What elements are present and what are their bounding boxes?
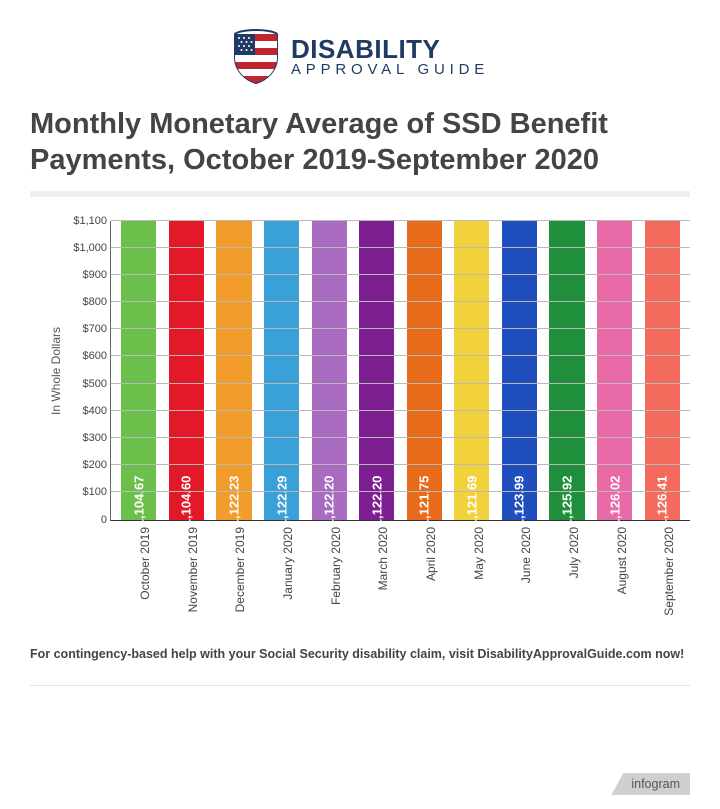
y-tick-label: $700 <box>63 323 107 335</box>
bar-slot: $1,121.75 <box>400 221 448 520</box>
bar-value-label: $1,121.69 <box>464 475 479 533</box>
bar-chart: In Whole Dollars $1,104.67$1,104.60$1,12… <box>60 221 690 521</box>
bars-container: $1,104.67 $1,104.60 $1,122.23 $1,122.29 $1,1… <box>111 221 690 520</box>
x-tick-label: February 2020 <box>305 527 353 637</box>
shield-flag-icon <box>231 28 281 84</box>
bar-value-label: $1,122.23 <box>226 475 241 533</box>
gridline <box>111 274 690 275</box>
gridline <box>111 301 690 302</box>
bar-value-label: $1,121.75 <box>417 475 432 533</box>
bar-slot: $1,122.20 <box>305 221 353 520</box>
title-rule <box>30 191 690 197</box>
bar-slot: $1,126.02 <box>591 221 639 520</box>
y-tick-label: $300 <box>63 432 107 444</box>
bar-value-label: $1,126.02 <box>607 475 622 533</box>
bar-value-label: $1,123.99 <box>512 475 527 533</box>
badge-text: infogram <box>631 777 680 791</box>
gridline <box>111 247 690 248</box>
x-tick-label: January 2020 <box>257 527 305 637</box>
bar-slot: $1,122.23 <box>210 221 258 520</box>
gridline <box>111 410 690 411</box>
x-tick-label: November 2019 <box>162 527 210 637</box>
x-axis-labels: October 2019November 2019December 2019Ja… <box>110 527 690 637</box>
bar-value-label: $1,122.29 <box>274 475 289 533</box>
bar-value-label: $1,122.20 <box>322 475 337 533</box>
gridline <box>111 355 690 356</box>
y-tick-label: $900 <box>63 269 107 281</box>
bar: $1,126.02 <box>597 221 632 520</box>
y-tick-label: $100 <box>63 486 107 498</box>
x-tick-label: October 2019 <box>114 527 162 637</box>
x-tick-label: March 2020 <box>352 527 400 637</box>
y-tick-label: $800 <box>63 296 107 308</box>
x-tick-label: December 2019 <box>209 527 257 637</box>
bar-value-label: $1,126.41 <box>655 475 670 533</box>
logo-text-line2: APPROVAL GUIDE <box>291 62 489 77</box>
x-tick-label: July 2020 <box>543 527 591 637</box>
page-title: Monthly Monetary Average of SSD Benefit … <box>0 106 720 179</box>
bar-value-label: $1,104.67 <box>131 475 146 533</box>
bar: $1,122.29 <box>264 221 299 520</box>
bar: $1,122.20 <box>312 221 347 520</box>
bar-slot: $1,126.41 <box>638 221 686 520</box>
bar-slot: $1,125.92 <box>543 221 591 520</box>
bar-value-label: $1,125.92 <box>559 475 574 533</box>
y-tick-label: $1,100 <box>63 215 107 227</box>
gridline <box>111 437 690 438</box>
x-tick-label: September 2020 <box>638 527 686 637</box>
gridline <box>111 491 690 492</box>
bar: $1,104.67 <box>121 221 156 520</box>
bar-slot: $1,121.69 <box>448 221 496 520</box>
bar: $1,122.23 <box>216 221 251 520</box>
gridline <box>111 328 690 329</box>
bar-value-label: $1,122.20 <box>369 475 384 533</box>
y-tick-label: $400 <box>63 405 107 417</box>
y-axis-label: In Whole Dollars <box>49 326 63 414</box>
bar-slot: $1,123.99 <box>496 221 544 520</box>
gridline <box>111 220 690 221</box>
bar: $1,121.75 <box>407 221 442 520</box>
logo-text-line1: DISABILITY <box>291 36 489 62</box>
bar-slot: $1,104.60 <box>163 221 211 520</box>
bar: $1,126.41 <box>645 221 680 520</box>
logo: DISABILITY APPROVAL GUIDE <box>231 28 489 84</box>
bottom-rule <box>30 685 690 686</box>
infogram-badge[interactable]: infogram <box>611 773 690 795</box>
gridline <box>111 464 690 465</box>
x-tick-label: August 2020 <box>591 527 639 637</box>
bar-slot: $1,122.29 <box>258 221 306 520</box>
y-tick-label: $200 <box>63 459 107 471</box>
y-tick-label: 0 <box>63 514 107 526</box>
bar-slot: $1,104.67 <box>115 221 163 520</box>
x-tick-label: April 2020 <box>400 527 448 637</box>
footnote: For contingency-based help with your Soc… <box>0 647 720 661</box>
x-tick-label: May 2020 <box>448 527 496 637</box>
x-tick-label: June 2020 <box>495 527 543 637</box>
y-tick-label: $1,000 <box>63 242 107 254</box>
bar: $1,104.60 <box>169 221 204 520</box>
y-tick-label: $600 <box>63 350 107 362</box>
logo-area: DISABILITY APPROVAL GUIDE <box>0 0 720 106</box>
bar-slot: $1,122.20 <box>353 221 401 520</box>
bar: $1,122.20 <box>359 221 394 520</box>
gridline <box>111 383 690 384</box>
bar: $1,125.92 <box>549 221 584 520</box>
bar: $1,121.69 <box>454 221 489 520</box>
plot-area: $1,104.67 $1,104.60 $1,122.23 $1,122.29 $1,1… <box>110 221 690 521</box>
bar-value-label: $1,104.60 <box>179 475 194 533</box>
y-tick-label: $500 <box>63 378 107 390</box>
bar: $1,123.99 <box>502 221 537 520</box>
